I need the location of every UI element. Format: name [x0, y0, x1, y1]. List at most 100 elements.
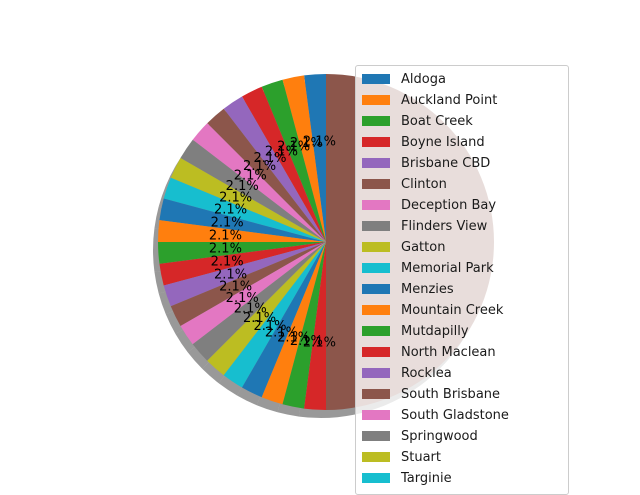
pie-slice-flinders-view [180, 139, 326, 242]
legend-swatch [362, 116, 390, 126]
legend-label: Mutdapilly [401, 323, 469, 339]
legend-item-flinders-view: Flinders View [356, 217, 487, 235]
legend-item-aldoga: Aldoga [356, 70, 446, 88]
pie-slice-label: 2.1% [253, 151, 286, 166]
legend-item-south-brisbane: South Brisbane [356, 385, 500, 403]
legend-swatch [362, 263, 390, 273]
pie-slice-label: 2.1% [303, 134, 336, 149]
legend-label: Stuart [401, 449, 441, 465]
pie-slice-brisbane-cbd [223, 96, 326, 243]
pie-slice-label: 2.1% [265, 325, 298, 340]
pie-slice-label: 2.1% [219, 280, 252, 295]
legend-item-boat-creek: Boat Creek [356, 112, 473, 130]
pie-slice-aldoga [242, 242, 326, 398]
legend-item-menzies: Menzies [356, 280, 454, 298]
pie-slice-stuart [207, 242, 326, 376]
pie-slice-label: 2.1% [277, 140, 310, 155]
pie-slice-south-gladstone [180, 242, 326, 345]
pie-slice-label: 2.1% [211, 255, 244, 270]
legend-item-mutdapilly: Mutdapilly [356, 322, 469, 340]
pie-slice-boyne-island [304, 242, 326, 410]
pie-slice-south-brisbane [170, 242, 326, 326]
legend-swatch [362, 158, 390, 168]
pie-slice-label: 2.1% [226, 179, 259, 194]
legend-swatch [362, 137, 390, 147]
legend-item-targinie: Targinie [356, 469, 452, 487]
legend-item-springwood: Springwood [356, 427, 478, 445]
pie-slice-label: 2.1% [290, 334, 323, 349]
pie-slice-label: 2.1% [214, 267, 247, 282]
legend-swatch [362, 326, 390, 336]
legend-swatch [362, 305, 390, 315]
legend-swatch [362, 95, 390, 105]
legend-label: Boat Creek [401, 113, 473, 129]
pie-slice-auckland-point [261, 242, 326, 405]
legend-label: Menzies [401, 281, 454, 297]
pie-slice-clinton [207, 108, 326, 242]
legend-label: Gatton [401, 239, 446, 255]
pie-slice-deception-bay [192, 123, 326, 242]
pie-slice-rocklea [163, 242, 326, 307]
legend-label: Flinders View [401, 218, 488, 234]
legend-label: Aldoga [401, 71, 446, 87]
legend-item-south-gladstone: South Gladstone [356, 406, 509, 424]
legend-item-deception-bay: Deception Bay [356, 196, 496, 214]
pie-slice-boat-creek [261, 79, 326, 243]
pie-slice-label: 2.1% [265, 145, 298, 160]
legend-item-auckland-point: Auckland Point [356, 91, 497, 109]
legend-item-memorial-park: Memorial Park [356, 259, 494, 277]
pie-slice-label: 2.1% [219, 190, 252, 205]
legend: Aldoga Auckland Point Boat Creek Boyne Isla… [355, 65, 569, 495]
legend-item-mountain-creek: Mountain Creek [356, 301, 503, 319]
pie-slice-aldoga [304, 74, 326, 242]
pie-slice-labels: 2.1%2.1%2.1%2.1%2.1%2.1%2.1%2.1%2.1%2.1%… [209, 134, 336, 350]
legend-swatch [362, 242, 390, 252]
pie-slice-mountain-creek [158, 220, 326, 242]
legend-item-clinton: Clinton [356, 175, 447, 193]
pie-slice-boyne-island [242, 86, 326, 242]
legend-item-north-maclean: North Maclean [356, 343, 496, 361]
legend-swatch [362, 74, 390, 84]
legend-swatch [362, 221, 390, 231]
legend-item-rocklea: Rocklea [356, 364, 452, 382]
legend-label: South Gladstone [401, 407, 509, 423]
pie-slice-label: 2.1% [277, 330, 310, 345]
legend-label: Auckland Point [401, 92, 498, 108]
legend-label: Clinton [401, 176, 447, 192]
legend-label: Springwood [401, 428, 478, 444]
pie-slice-label: 2.1% [303, 336, 336, 351]
pie-slice-label: 2.1% [243, 159, 276, 174]
legend-item-boyne-island: Boyne Island [356, 133, 485, 151]
legend-label: Boyne Island [401, 134, 485, 150]
pie-chart: 2.1%2.1%2.1%2.1%2.1%2.1%2.1%2.1%2.1%2.1%… [153, 74, 494, 418]
pie-chart-figure: 2.1% 2.1% 2.1% 2.1% 2.1% 2.1% 2.1% 2.1% 2.1% 2.1%… [153, 65, 569, 495]
pie-slice-menzies [159, 198, 326, 242]
pie-slice-label: 2.1% [243, 311, 276, 326]
legend-label: North Maclean [401, 344, 496, 360]
legend-swatch [362, 200, 390, 210]
legend-item-stuart: Stuart [356, 448, 441, 466]
legend-swatch [362, 347, 390, 357]
pie-slice-gatton [170, 158, 326, 242]
legend-label: South Brisbane [401, 386, 501, 402]
pie-slice-boat-creek [282, 242, 326, 409]
legend-label: Brisbane CBD [401, 155, 491, 171]
legend-label: Deception Bay [401, 197, 497, 213]
pie-slice-label: 2.1% [214, 203, 247, 218]
legend-swatch [362, 389, 390, 399]
pie-slice-label: 2.1% [209, 242, 242, 257]
pie-slice-label: 2.1% [209, 228, 242, 243]
pie-slice-targinie [223, 242, 326, 388]
pie-slice-label: 2.1% [211, 215, 244, 230]
pie-slice-label: 2.1% [290, 136, 323, 151]
pie-slice-memorial-park [163, 177, 326, 242]
legend-item-brisbane-cbd: Brisbane CBD [356, 154, 490, 172]
pie-slice-auckland-point [282, 75, 326, 243]
pie-slice-north-maclean [159, 242, 326, 286]
legend-swatch [362, 473, 390, 483]
pie-slice-mutdapilly [158, 242, 326, 264]
pie-slice-springwood [192, 242, 326, 361]
pie-slice-label: 2.1% [234, 301, 267, 316]
pie-slice-label: 2.1% [226, 291, 259, 306]
legend-label: Memorial Park [401, 260, 494, 276]
